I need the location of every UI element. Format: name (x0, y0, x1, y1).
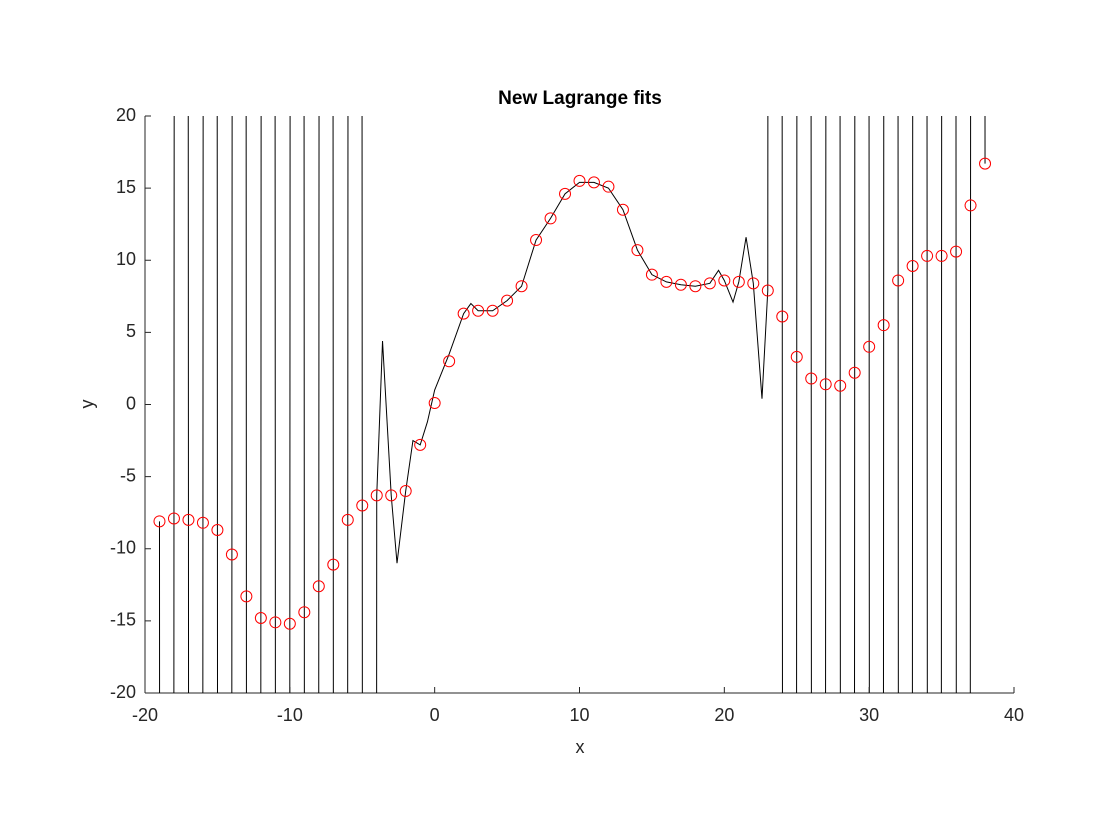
y-tick-label: -5 (120, 465, 136, 485)
data-point (298, 606, 311, 619)
data-point (327, 558, 340, 571)
data-point (399, 485, 412, 498)
data-point (501, 294, 514, 307)
data-point (530, 234, 543, 247)
data-point (167, 512, 180, 525)
data-point (674, 278, 687, 291)
x-axis-label: x (576, 737, 585, 757)
y-tick-label: 0 (126, 393, 136, 413)
y-tick-label: -20 (110, 682, 136, 702)
y-tick-label: -15 (110, 610, 136, 630)
data-point (544, 212, 557, 225)
data-point (645, 268, 658, 281)
data-point (559, 187, 572, 200)
data-point (573, 174, 586, 187)
data-point (385, 489, 398, 502)
x-tick-label: 20 (714, 705, 734, 725)
data-point (153, 515, 166, 528)
data-point (892, 274, 905, 287)
data-point (877, 319, 890, 332)
data-point (689, 280, 702, 293)
data-point (761, 284, 774, 297)
data-point (834, 379, 847, 392)
data-point (486, 304, 499, 317)
data-point (457, 307, 470, 320)
data-point (631, 244, 644, 257)
data-point (515, 280, 528, 293)
data-point (747, 277, 760, 290)
y-tick-label: 15 (116, 177, 136, 197)
data-point (950, 245, 963, 258)
y-tick-label: 5 (126, 321, 136, 341)
y-tick-label: 10 (116, 249, 136, 269)
data-point (863, 340, 876, 353)
fit-line (158, 116, 986, 693)
data-point (341, 513, 354, 526)
data-point (254, 611, 267, 624)
data-point (428, 397, 441, 410)
y-axis-label: y (77, 400, 97, 409)
data-point (182, 513, 195, 526)
data-point (269, 616, 282, 629)
chart-title: New Lagrange fits (498, 88, 662, 109)
plot-area (153, 116, 992, 693)
x-tick-label: 0 (430, 705, 440, 725)
data-point (196, 516, 209, 529)
data-point (979, 157, 992, 170)
data-point (211, 523, 224, 536)
data-point (587, 176, 600, 189)
data-point (616, 203, 629, 216)
x-tick-label: 10 (569, 705, 589, 725)
data-point (906, 260, 919, 273)
data-point (283, 617, 296, 630)
data-point (225, 548, 238, 561)
y-tick-label: -10 (110, 538, 136, 558)
x-tick-label: 30 (859, 705, 879, 725)
data-point (356, 499, 369, 512)
y-tick-label: 20 (116, 105, 136, 125)
data-point (312, 580, 325, 593)
x-tick-label: 40 (1004, 705, 1024, 725)
data-point (805, 372, 818, 385)
data-point (414, 438, 427, 451)
data-point (776, 310, 789, 323)
data-point (718, 274, 731, 287)
data-point (964, 199, 977, 212)
x-tick-label: -10 (277, 705, 303, 725)
data-point (935, 249, 948, 262)
data-point (472, 304, 485, 317)
data-point (602, 180, 615, 193)
data-point (819, 378, 832, 391)
x-tick-label: -20 (132, 705, 158, 725)
data-point (732, 275, 745, 288)
data-point (370, 489, 383, 502)
data-point (790, 350, 803, 363)
data-point (848, 366, 861, 379)
data-point (921, 249, 934, 262)
data-point (240, 590, 253, 603)
data-point (703, 277, 716, 290)
data-point (660, 275, 673, 288)
data-point (443, 355, 456, 368)
